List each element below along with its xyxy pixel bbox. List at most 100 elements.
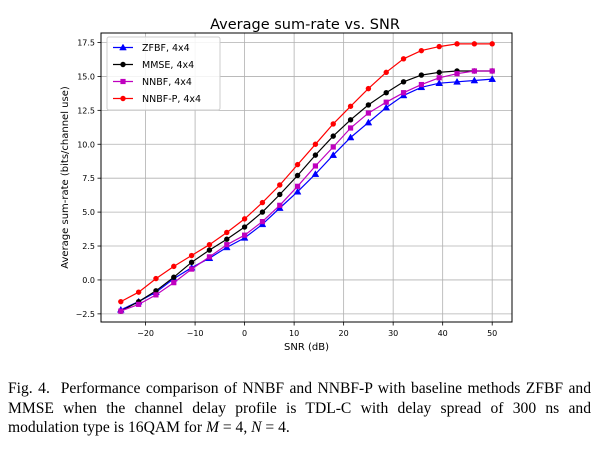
data-point (171, 280, 177, 286)
legend-swatch-marker (120, 95, 126, 102)
x-tick-label: 50 (487, 329, 497, 338)
x-tick-label: −20 (137, 329, 154, 338)
data-point (259, 218, 266, 225)
caption-text: Performance comparison of NNBF and NNBF-… (8, 380, 592, 436)
data-point (312, 163, 319, 169)
data-point (294, 183, 301, 189)
data-point (365, 85, 372, 92)
caption-eq-m: = 4, (218, 419, 252, 436)
x-tick-label: 0 (242, 329, 247, 338)
data-point (383, 89, 389, 96)
data-point (489, 68, 495, 74)
data-point (488, 75, 497, 82)
data-point (277, 182, 283, 188)
data-point (312, 152, 319, 158)
data-point (241, 216, 248, 222)
data-point (329, 151, 338, 158)
caption-var-n: N (251, 419, 262, 436)
legend-swatch-marker (119, 43, 127, 51)
legend-entry: NNBF, 4x4 (113, 77, 192, 88)
data-point (453, 77, 461, 85)
y-tick-label: 7.5 (82, 174, 95, 183)
data-point (471, 68, 477, 74)
data-point (277, 202, 283, 208)
data-point (418, 47, 425, 54)
data-point (277, 191, 283, 198)
legend-entry: MMSE, 4x4 (113, 60, 194, 71)
data-point (383, 99, 389, 105)
data-point (330, 144, 336, 150)
grid-lines (101, 33, 512, 322)
data-point (454, 41, 460, 47)
x-tick-label: 30 (388, 329, 398, 338)
data-point (224, 236, 230, 242)
axis-ticks: −20 −10 0 10 20 30 40 50 −2.5 0.0 2.5 5.0 7.5 10.0 12.… (76, 38, 498, 338)
chart-legend: ZFBF, 4x4 MMSE, 4x4 NNBF, 4x4 NNBF-P, 4x4 (106, 36, 221, 111)
data-point (294, 161, 301, 168)
series-line (120, 43, 493, 303)
data-point (454, 71, 460, 77)
data-point (224, 229, 230, 236)
figure-caption: Fig. 4. Performance comparison of NNBF a… (8, 379, 591, 438)
legend-label: MMSE, 4x4 (142, 60, 194, 71)
data-point (153, 292, 159, 298)
y-tick-label: 12.5 (77, 106, 95, 115)
data-point (347, 117, 354, 123)
series-2 (118, 68, 495, 314)
data-point (400, 79, 407, 85)
series-line (120, 70, 493, 312)
data-point (206, 241, 213, 248)
data-point (153, 275, 159, 282)
data-point (118, 308, 124, 314)
data-point (241, 224, 248, 230)
data-point (171, 274, 177, 280)
legend-label: NNBF, 4x4 (142, 77, 192, 88)
data-point (135, 289, 142, 295)
caption-eq-n: = 4. (261, 419, 290, 436)
data-point (489, 41, 495, 47)
figure-number: Fig. 4. (8, 380, 50, 397)
y-axis-label: Average sum-rate (bits/channel use) (60, 86, 71, 269)
data-point (471, 41, 478, 47)
data-point (206, 254, 213, 260)
data-point (418, 72, 425, 78)
data-point (383, 69, 389, 76)
data-point (382, 103, 391, 111)
data-point (400, 56, 407, 62)
y-tick-label: 17.5 (77, 38, 95, 47)
y-tick-label: 15.0 (77, 72, 95, 81)
legend-label: ZFBF, 4x4 (142, 43, 190, 54)
y-tick-label: 0.0 (82, 276, 95, 285)
y-tick-label: 5.0 (82, 208, 95, 217)
data-point (418, 81, 424, 88)
data-point (189, 266, 195, 272)
data-point (171, 263, 177, 270)
legend-label: NNBF-P, 4x4 (142, 94, 201, 105)
chart-title: Average sum-rate vs. SNR (210, 17, 400, 33)
x-tick-label: 10 (289, 329, 299, 338)
data-point (153, 288, 159, 294)
legend-swatch-marker (120, 61, 126, 68)
data-point (188, 259, 195, 266)
legend-swatch-marker (120, 78, 126, 85)
x-tick-label: 20 (339, 329, 349, 338)
x-tick-label: 40 (438, 329, 448, 338)
data-point (259, 199, 266, 206)
series-line (120, 78, 493, 311)
data-point (242, 232, 248, 238)
data-point (136, 301, 142, 307)
data-point (224, 242, 230, 248)
legend-entry: ZFBF, 4x4 (113, 43, 190, 54)
data-point (365, 102, 372, 108)
data-point (436, 43, 442, 50)
data-point (330, 121, 336, 127)
series-3 (118, 68, 495, 314)
data-point (346, 133, 355, 141)
y-tick-label: 2.5 (82, 242, 95, 251)
x-axis-label: SNR (dB) (284, 342, 329, 353)
data-point (293, 187, 302, 195)
series-lines (116, 41, 497, 314)
data-point (294, 172, 301, 179)
data-point (470, 76, 479, 84)
sum-rate-chart: Average sum-rate vs. SNR −20 −10 0 10 20 30 40… (60, 17, 513, 353)
